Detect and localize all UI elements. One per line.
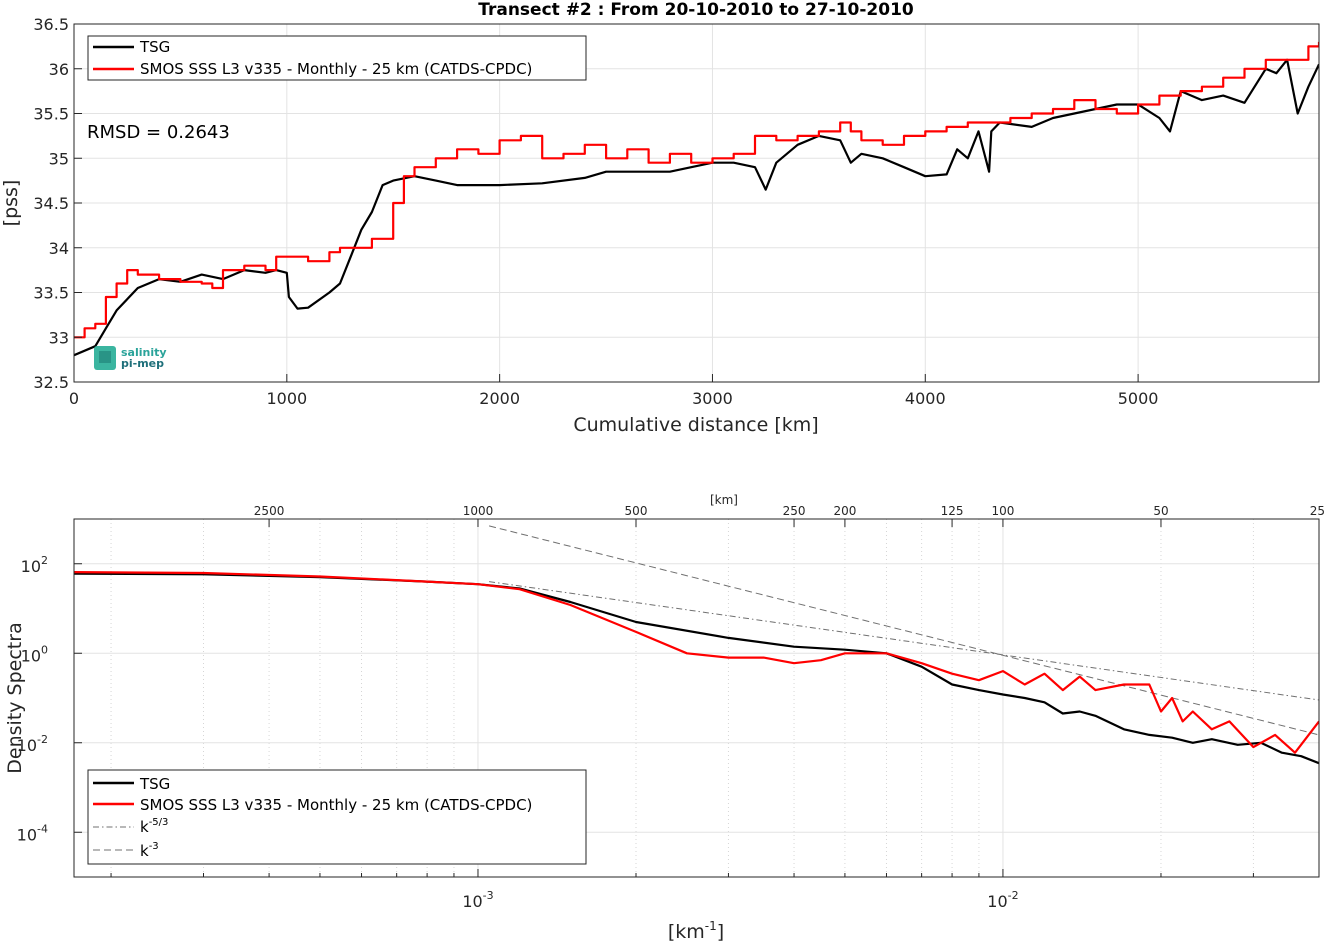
bottom-top-tick-label: 2500 — [254, 504, 285, 518]
bottom-y-tick-label: 10-2 — [17, 733, 48, 755]
bottom-y-tick-base: 10 — [17, 736, 37, 755]
bottom-top-tick-label: 50 — [1153, 504, 1168, 518]
top-legend: TSG SMOS SSS L3 v335 - Monthly - 25 km (… — [87, 35, 587, 81]
bottom-x-axis-label-end: ] — [717, 921, 724, 942]
top-x-tick-label: 1000 — [266, 389, 307, 408]
bottom-series-line-k-5-3 — [489, 581, 1319, 701]
bottom-y-tick-exp: -2 — [37, 733, 48, 746]
bottom-y-tick-exp: 2 — [41, 554, 48, 567]
bottom-legend-k3-base: k — [140, 842, 149, 860]
bottom-y-tick-base: 10 — [17, 825, 37, 844]
top-x-tick-label: 0 — [69, 389, 79, 408]
bottom-y-tick-base: 10 — [21, 557, 41, 576]
top-y-tick-label: 33 — [49, 328, 69, 347]
bottom-plot-frame — [73, 518, 1320, 878]
bottom-legend-k53-label: k-5/3 — [140, 817, 168, 836]
top-y-tick-label: 33.5 — [33, 284, 69, 303]
top-x-tick-label: 3000 — [692, 389, 733, 408]
top-chart-title: Transect #2 : From 20-10-2010 to 27-10-2… — [478, 0, 914, 20]
bottom-x-tick-base: 10 — [987, 892, 1007, 911]
bottom-legend-k3-exp: -3 — [149, 841, 159, 852]
top-x-tick-label: 4000 — [905, 389, 946, 408]
top-y-tick-label: 35.5 — [33, 105, 69, 124]
bottom-x-tick-label: 10-3 — [462, 889, 493, 911]
bottom-series-line-smos — [74, 571, 1319, 754]
bottom-top-tick-label: 1000 — [463, 504, 494, 518]
bottom-top-tick-label: 25 — [1310, 504, 1325, 518]
bottom-top-tick-label: 125 — [941, 504, 964, 518]
top-y-tick-label: 34 — [49, 239, 69, 258]
top-series-line-tsg — [74, 58, 1319, 357]
bottom-x-axis-label: [km-1] — [668, 919, 724, 942]
bottom-x-axis-label-exp: -1 — [705, 919, 717, 933]
logo-mark-inner — [99, 351, 111, 363]
top-x-tick-label: 2000 — [479, 389, 520, 408]
top-chart: 0 1000 2000 3000 4000 5000 32.5 33 33.5 34 34.5 35 3… — [0, 0, 1320, 436]
top-y-tick-label: 34.5 — [33, 194, 69, 213]
bottom-y-tick-label: 10-4 — [17, 822, 48, 844]
bottom-top-tick-label: 100 — [991, 504, 1014, 518]
bottom-x-tick-label: 10-2 — [987, 889, 1018, 911]
bottom-y-tick-label: 100 — [21, 643, 48, 665]
top-series-line-smos — [74, 41, 1319, 339]
bottom-x-tick-exp: -2 — [1008, 889, 1019, 902]
bottom-legend-k3-label: k-3 — [140, 841, 159, 860]
bottom-top-tick-label: 500 — [625, 504, 648, 518]
bottom-legend: TSG SMOS SSS L3 v335 - Monthly - 25 km (… — [87, 769, 587, 865]
top-y-tick-label: 36.5 — [33, 15, 69, 34]
top-y-tick-label: 35 — [49, 149, 69, 168]
top-y-tick-label: 32.5 — [33, 373, 69, 392]
bottom-y-tick-exp: 0 — [41, 643, 48, 656]
top-legend-box — [87, 35, 587, 81]
bottom-series — [74, 525, 1319, 765]
top-x-axis-label: Cumulative distance [km] — [573, 414, 818, 436]
top-y-tick-label: 36 — [49, 60, 69, 79]
top-legend-smos-label: SMOS SSS L3 v335 - Monthly - 25 km (CATD… — [140, 60, 532, 78]
top-y-axis-label: [pss] — [0, 180, 22, 227]
bottom-y-axis-label: Density Spectra — [4, 622, 26, 773]
bottom-legend-tsg-label: TSG — [139, 775, 170, 793]
bottom-x-tick-exp: -3 — [483, 889, 494, 902]
bottom-top-tick-label: 250 — [783, 504, 806, 518]
bottom-legend-k53-base: k — [140, 818, 149, 836]
top-x-tick-label: 5000 — [1118, 389, 1159, 408]
logo-text-line2: pi-mep — [121, 357, 164, 370]
bottom-y-tick-exp: -4 — [37, 822, 48, 835]
bottom-legend-smos-label: SMOS SSS L3 v335 - Monthly - 25 km (CATD… — [140, 796, 532, 814]
bottom-x-tick-base: 10 — [462, 892, 482, 911]
top-legend-tsg-label: TSG — [139, 38, 170, 56]
bottom-y-tick-base: 10 — [21, 646, 41, 665]
bottom-top-tick-label: 200 — [833, 504, 856, 518]
bottom-legend-box — [87, 769, 587, 865]
bottom-y-tick-label: 102 — [21, 554, 48, 576]
logo-text-line1: salinity — [121, 346, 167, 359]
top-ticks: 0 1000 2000 3000 4000 5000 32.5 33 33.5 34 34.5 35 3… — [33, 15, 1158, 408]
top-series — [74, 41, 1319, 357]
salinity-pi-mep-logo: salinity pi-mep — [94, 346, 167, 370]
bottom-x-axis-label-base: [km — [668, 921, 705, 942]
bottom-legend-k53-exp: -5/3 — [149, 817, 169, 828]
rmsd-annotation: RMSD = 0.2643 — [87, 122, 230, 143]
bottom-top-axis-label: [km] — [710, 493, 738, 507]
